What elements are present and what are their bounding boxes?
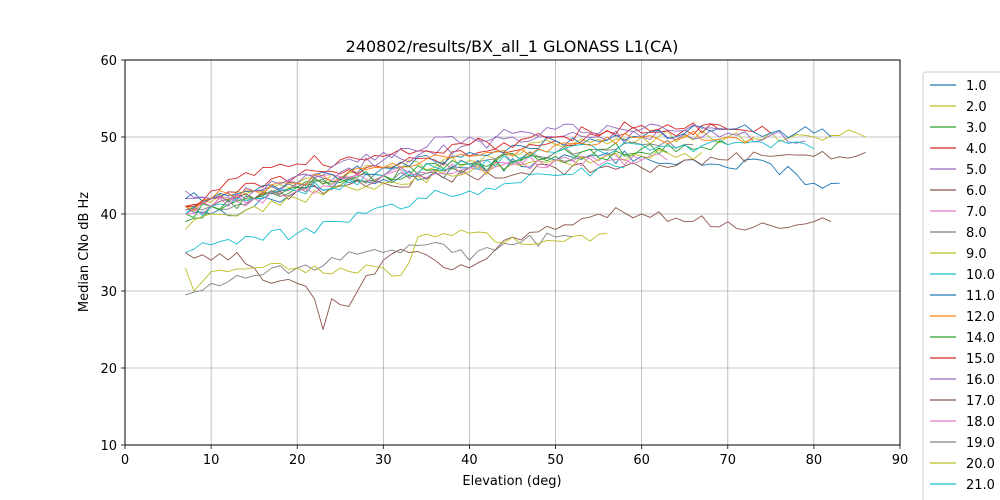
series-line-14-0 (185, 147, 668, 218)
x-tick-label: 60 (633, 453, 650, 468)
legend-label: 15.0 (966, 352, 995, 367)
series-line-10-0 (185, 138, 815, 217)
x-tick-label: 90 (892, 453, 909, 468)
y-axis-label: Median CNo dB Hz (77, 192, 92, 312)
series-line-12-0 (185, 130, 754, 212)
series-line-4-0 (185, 123, 772, 207)
series-layer (184, 121, 866, 330)
x-axis-label: Elevation (deg) (462, 474, 561, 489)
legend-items: 1.0 2.0 3.0 4.0 5.0 6.0 7.0 8.0 9.0 10.0 11.0 12.0 1… (930, 79, 995, 500)
x-tick-label: 50 (547, 453, 564, 468)
legend-label: 14.0 (966, 331, 995, 346)
plot-frame-background (125, 60, 900, 445)
y-tick-label: 60 (100, 54, 117, 69)
legend-label: 9.0 (966, 247, 987, 262)
legend-label: 5.0 (966, 163, 987, 178)
plot-area (124, 59, 901, 446)
legend-label: 10.0 (966, 268, 995, 283)
series-line-16-0 (185, 123, 728, 203)
series-line-15-0 (185, 121, 729, 207)
series-line-3-0 (185, 140, 728, 223)
legend: 1.0 2.0 3.0 4.0 5.0 6.0 7.0 8.0 9.0 10.0 11.0 12.0 1… (922, 71, 1000, 500)
x-tick-label: 20 (289, 453, 306, 468)
x-tick-label: 10 (203, 453, 220, 468)
legend-label: 19.0 (966, 436, 995, 451)
series-line-19-0 (185, 232, 573, 296)
y-tick-label: 50 (100, 131, 117, 146)
series-line-17-0 (185, 207, 832, 330)
series-line-20-0 (184, 229, 608, 292)
series-line-21-0 (185, 162, 625, 253)
legend-label: 11.0 (966, 289, 995, 304)
x-tick-label: 70 (720, 453, 737, 468)
x-tick-label: 30 (375, 453, 392, 468)
legend-box (922, 71, 1000, 500)
series-line-18-0 (185, 155, 642, 215)
y-tick-label: 40 (100, 208, 117, 223)
y-tick-label: 30 (100, 285, 117, 300)
series-line-8-0 (185, 140, 694, 215)
legend-label: 17.0 (966, 394, 995, 409)
y-axis: 10 20 30 40 50 60 (100, 54, 125, 454)
x-axis: 0 10 20 30 40 50 60 70 80 90 (121, 445, 908, 468)
legend-label: 1.0 (966, 79, 987, 94)
series-line-5-0 (185, 128, 806, 201)
legend-label: 18.0 (966, 415, 995, 430)
legend-label: 2.0 (966, 100, 987, 115)
y-tick-label: 20 (100, 362, 117, 377)
legend-label: 3.0 (966, 121, 987, 136)
series-line-6-0 (185, 150, 866, 211)
y-tick-label: 10 (100, 439, 117, 454)
chart-title: 240802/results/BX_all_1 GLONASS L1(CA) (346, 37, 679, 57)
x-tick-label: 40 (461, 453, 478, 468)
legend-label: 12.0 (966, 310, 995, 325)
legend-label: 6.0 (966, 184, 987, 199)
x-tick-label: 80 (806, 453, 823, 468)
legend-label: 7.0 (966, 205, 987, 220)
legend-label: 20.0 (966, 457, 995, 472)
plot-frame (124, 59, 901, 446)
legend-label: 21.0 (966, 478, 995, 493)
legend-label: 8.0 (966, 226, 987, 241)
legend-label: 4.0 (966, 142, 987, 157)
x-tick-label: 0 (121, 453, 129, 468)
legend-label: 16.0 (966, 373, 995, 388)
